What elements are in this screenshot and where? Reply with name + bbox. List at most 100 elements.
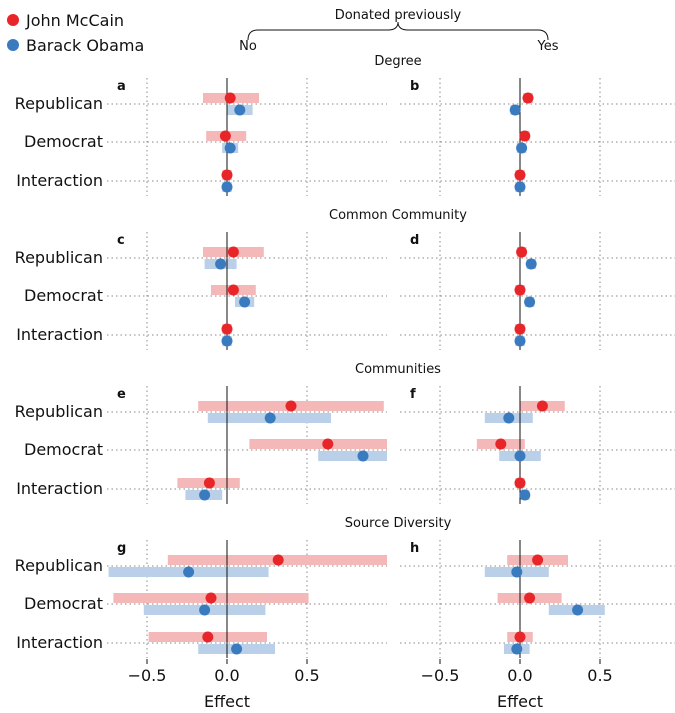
panel-c: c [107, 232, 387, 350]
panel-d: d [400, 232, 675, 350]
obama-point [224, 142, 236, 154]
x-axis-label: Effect [497, 692, 543, 711]
obama-point [509, 104, 521, 116]
obama-point [519, 489, 531, 501]
panel-letter: e [117, 387, 126, 402]
obama-point [503, 412, 515, 424]
column-header: Donated previously No Yes [239, 8, 559, 54]
mccain-point [536, 400, 548, 412]
obama-point [199, 604, 211, 616]
obama-point [199, 489, 211, 501]
panel-letter: h [410, 541, 419, 556]
legend-label-mccain: John McCain [25, 11, 124, 30]
obama-point [231, 643, 243, 655]
mccain-point [514, 477, 526, 489]
row-label: Republican [15, 94, 103, 113]
panel-letter: a [117, 79, 126, 94]
header-title: Donated previously [335, 8, 462, 23]
obama-point [234, 104, 246, 116]
mccain-point [227, 284, 239, 296]
mccain-point [514, 631, 526, 643]
row-label: Republican [15, 402, 103, 421]
mccain-point [219, 130, 231, 142]
legend-label-obama: Barack Obama [26, 36, 144, 55]
section-title: Degree [374, 54, 421, 69]
mccain-point [202, 631, 214, 643]
mccain-point [221, 169, 233, 181]
mccain-point [514, 169, 526, 181]
obama-point [221, 335, 233, 347]
mccain-point [514, 323, 526, 335]
row-label: Interaction [16, 633, 103, 652]
obama-point [511, 566, 523, 578]
row-label: Interaction [16, 325, 103, 344]
legend-swatch-mccain [7, 14, 19, 26]
mccain-point [224, 92, 236, 104]
header-right: Yes [537, 39, 559, 54]
mccain-point [203, 477, 215, 489]
x-tick-label: 0.5 [587, 666, 612, 685]
obama-point [572, 604, 584, 616]
panels-group: Degree Republican Democrat Interaction a b Com… [15, 54, 675, 658]
row-label: Democrat [24, 132, 103, 151]
panel-letter: c [117, 233, 125, 248]
obama-point [239, 296, 251, 308]
section-title: Communities [355, 362, 441, 377]
panel-letter: d [410, 233, 419, 248]
obama-point [221, 181, 233, 193]
mccain-point [221, 323, 233, 335]
mccain-point [516, 246, 528, 258]
mccain-point [532, 554, 544, 566]
row-label: Republican [15, 248, 103, 267]
obama-point [511, 643, 523, 655]
panel-g: g [107, 540, 387, 658]
section-title: Common Community [329, 208, 467, 223]
row-label: Democrat [24, 594, 103, 613]
mccain-point [272, 554, 284, 566]
x-tick-label: 0.0 [214, 666, 239, 685]
x-tick-label: −0.5 [421, 666, 460, 685]
panel-e: e [107, 386, 387, 504]
panel-a: a [107, 78, 387, 196]
mccain-point [522, 92, 534, 104]
panel-letter: b [410, 79, 419, 94]
row-label: Republican [15, 556, 103, 575]
x-tick-label: 0.0 [507, 666, 532, 685]
mccain-point [495, 438, 507, 450]
panel-h: h [400, 540, 675, 658]
mccain-point [519, 130, 531, 142]
obama-point [525, 258, 537, 270]
obama-point [524, 296, 536, 308]
mccain-point [227, 246, 239, 258]
row-label: Democrat [24, 440, 103, 459]
mccain-point [524, 592, 536, 604]
header-left: No [239, 39, 257, 54]
obama-point [516, 142, 528, 154]
mccain-point [285, 400, 297, 412]
x-axis-label: Effect [204, 692, 250, 711]
obama-point [215, 258, 227, 270]
x-tick-label: 0.5 [294, 666, 319, 685]
row-label: Democrat [24, 286, 103, 305]
x-axes: −0.5 0.0 0.5 Effect −0.5 0.0 0.5 Effect [128, 659, 613, 711]
legend: John McCain Barack Obama [7, 11, 144, 55]
obama-point [264, 412, 276, 424]
obama-point [183, 566, 195, 578]
obama-point [514, 335, 526, 347]
panel-b: b [400, 78, 675, 196]
mccain-ci-band [249, 439, 387, 449]
panel-letter: g [117, 541, 126, 556]
legend-swatch-obama [7, 39, 19, 51]
x-tick-label: −0.5 [128, 666, 167, 685]
mccain-point [514, 284, 526, 296]
mccain-point [322, 438, 334, 450]
section-title: Source Diversity [345, 516, 452, 531]
row-label: Interaction [16, 171, 103, 190]
obama-point [514, 450, 526, 462]
panel-letter: f [410, 387, 416, 402]
row-label: Interaction [16, 479, 103, 498]
header-brace [247, 21, 549, 41]
mccain-point [205, 592, 217, 604]
obama-point [514, 181, 526, 193]
